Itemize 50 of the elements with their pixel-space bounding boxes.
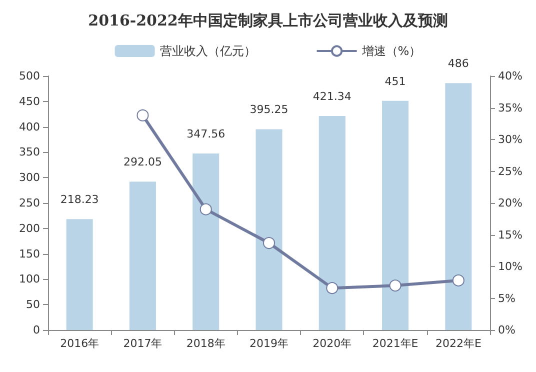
- y-tick-label: 250: [19, 196, 40, 210]
- y2-tick-label: 30%: [498, 133, 522, 146]
- point: [452, 274, 464, 286]
- data-label: 347.56: [186, 127, 226, 140]
- bar: [66, 219, 93, 330]
- data-label: 486: [448, 57, 469, 70]
- y-tick-label: 350: [19, 146, 40, 159]
- chart-title: 2016-2022年中国定制家具上市公司营业收入及预测: [88, 12, 448, 30]
- point: [136, 109, 149, 122]
- data-label: 218.23: [60, 193, 99, 206]
- y-tick-label: 500: [19, 70, 40, 82]
- y-tick-label: 50: [26, 298, 40, 312]
- point: [389, 280, 402, 292]
- data-label: 292.05: [123, 156, 162, 169]
- data-label: 421.34: [312, 90, 352, 103]
- x-tick-label: 2021年E: [372, 337, 418, 350]
- y2-tick-label: 5%: [498, 292, 516, 305]
- x-tick-label: 2016年: [60, 337, 100, 350]
- data-label: 451: [384, 74, 406, 88]
- x-tick-label: 2017年: [123, 337, 162, 350]
- data-label: 395.25: [250, 103, 288, 116]
- bar: [382, 100, 409, 330]
- y2-tick-label: 15%: [498, 228, 522, 242]
- y-tick-label: 200: [19, 222, 40, 235]
- point: [326, 282, 338, 294]
- y-tick-label: 300: [19, 171, 40, 184]
- y2-tick-label: 25%: [498, 164, 522, 178]
- x-tick-label: 2022年E: [435, 337, 482, 350]
- legend-label: 营业收入（亿元）: [160, 44, 256, 58]
- legend-label: 增速（%）: [360, 44, 422, 58]
- x-tick-label: 2019年: [250, 337, 288, 350]
- x-tick-label: 2020年: [312, 337, 352, 350]
- bar: [256, 129, 282, 330]
- y-tick-label: 400: [19, 120, 40, 134]
- y2-tick-label: 0%: [498, 324, 516, 336]
- y2-tick-label: 10%: [498, 260, 522, 273]
- bar: [192, 153, 220, 330]
- bar: [129, 182, 156, 330]
- y-tick-label: 0: [33, 324, 40, 336]
- y2-tick-label: 20%: [498, 196, 522, 210]
- y-tick-label: 450: [19, 94, 40, 108]
- y-tick-label: 100: [19, 272, 40, 286]
- x-tick-label: 2018年: [186, 337, 226, 350]
- bar: [445, 83, 472, 330]
- y2-tick-label: 40%: [498, 70, 522, 82]
- point: [200, 203, 212, 216]
- y2-tick-label: 35%: [498, 101, 522, 114]
- point: [263, 237, 275, 249]
- bar: [318, 116, 346, 330]
- y-tick-label: 150: [19, 247, 40, 260]
